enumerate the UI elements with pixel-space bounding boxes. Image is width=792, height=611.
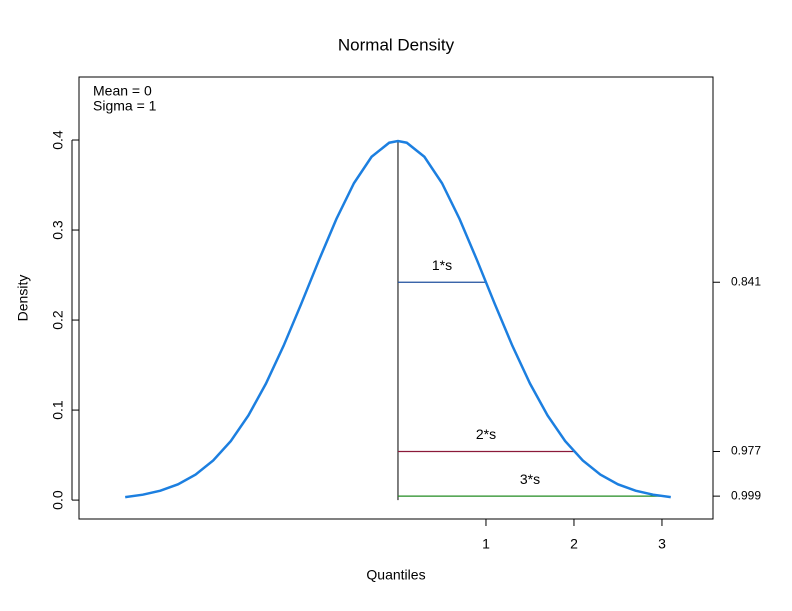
y2-tick-label: 0.977 — [731, 444, 761, 458]
sigma-label: 3*s — [520, 471, 540, 487]
plot-frame — [78, 76, 714, 520]
sigma-label: 1*s — [432, 257, 452, 273]
y-tick-label: 0.1 — [50, 400, 66, 420]
x-tick-label: 2 — [570, 536, 578, 552]
chart-title: Normal Density — [338, 35, 455, 54]
y-tick-label: 0.0 — [50, 490, 66, 510]
y2-tick-label: 0.841 — [731, 274, 761, 288]
sigma-label: 2*s — [476, 426, 496, 442]
density-curve — [125, 139, 671, 499]
y2-tick-label: 0.999 — [731, 488, 761, 502]
y-tick-label: 0.2 — [50, 310, 66, 330]
y-tick-label: 0.4 — [50, 130, 66, 150]
x-axis-label: Quantiles — [366, 567, 425, 583]
x-tick-label: 3 — [658, 536, 666, 552]
x-tick-label: 1 — [482, 536, 490, 552]
y-axis-label: Density — [15, 275, 31, 322]
annotation: Mean = 0 — [93, 83, 152, 99]
annotation: Sigma = 1 — [93, 98, 157, 114]
y-tick-label: 0.3 — [50, 220, 66, 240]
